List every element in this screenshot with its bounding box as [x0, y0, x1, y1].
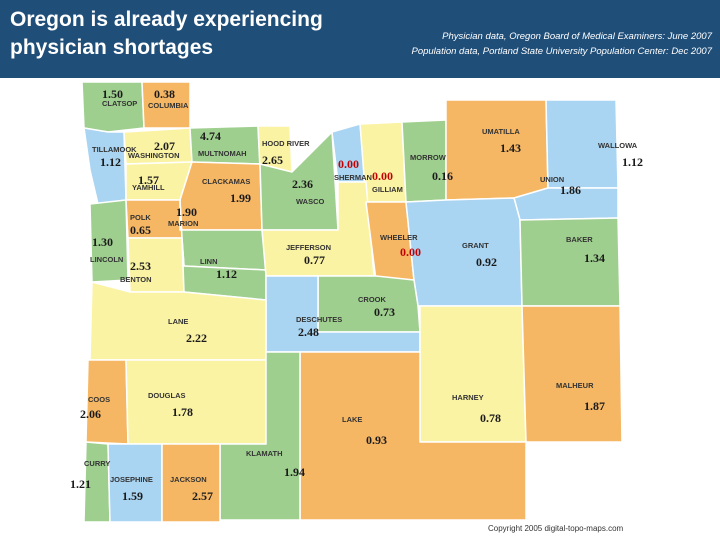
value-umatilla: 1.43 [500, 141, 521, 155]
value-deschutes: 2.48 [298, 325, 319, 339]
county-lincoln[interactable] [89, 199, 129, 283]
value-klamath: 1.94 [284, 465, 305, 479]
county-harney[interactable] [419, 305, 527, 443]
value-polk: 0.65 [130, 223, 151, 237]
label-linn: LINN [200, 257, 218, 266]
value-baker: 1.34 [584, 251, 605, 265]
label-deschutes: DESCHUTES [296, 315, 342, 324]
value-jackson: 2.57 [192, 489, 213, 503]
value-lincoln: 1.30 [92, 235, 113, 249]
value-gilliam: 0.00 [372, 169, 393, 183]
county-grant[interactable] [405, 197, 523, 307]
value-washington: 2.07 [154, 139, 175, 153]
county-baker[interactable] [519, 217, 621, 307]
label-klamath: KLAMATH [246, 449, 283, 458]
value-coos: 2.06 [80, 407, 101, 421]
label-yamhill: YAMHILL [132, 183, 165, 192]
label-gilliam: GILLIAM [372, 185, 403, 194]
source-line-physician: Physician data, Oregon Board of Medical … [442, 31, 712, 42]
label-hood-river: HOOD RIVER [262, 139, 310, 148]
label-columbia: COLUMBIA [148, 101, 189, 110]
value-crook: 0.73 [374, 305, 395, 319]
label-lake: LAKE [342, 415, 362, 424]
county-clatsop[interactable] [81, 81, 145, 133]
value-malheur: 1.87 [584, 399, 605, 413]
title-banner: Oregon is already experiencing physician… [0, 0, 720, 78]
label-coos: COOS [88, 395, 110, 404]
value-grant: 0.92 [476, 255, 497, 269]
label-harney: HARNEY [452, 393, 484, 402]
value-union: 1.86 [560, 183, 581, 197]
value-jefferson: 0.77 [304, 253, 325, 267]
label-marion: MARION [168, 219, 198, 228]
label-morrow: MORROW [410, 153, 447, 162]
label-grant: GRANT [462, 241, 489, 250]
label-crook: CROOK [358, 295, 387, 304]
label-umatilla: UMATILLA [482, 127, 520, 136]
value-wheeler: 0.00 [400, 245, 421, 259]
value-wasco: 2.36 [292, 177, 313, 191]
label-washington: WASHINGTON [128, 151, 180, 160]
value-lake: 0.93 [366, 433, 387, 447]
county-umatilla[interactable] [445, 99, 549, 201]
county-jackson[interactable] [161, 443, 221, 523]
value-wallowa: 1.12 [622, 155, 643, 169]
value-columbia: 0.38 [154, 87, 175, 101]
label-lane: LANE [168, 317, 188, 326]
source-line-population: Population data, Portland State Universi… [411, 46, 713, 57]
label-sherman: SHERMAN [334, 173, 372, 182]
label-tillamook: TILLAMOOK [92, 145, 137, 154]
value-sherman: 0.00 [338, 157, 359, 171]
value-hood-river: 2.65 [262, 153, 283, 167]
county-wasco[interactable] [259, 131, 339, 231]
label-wheeler: WHEELER [380, 233, 418, 242]
county-douglas[interactable] [125, 359, 267, 445]
value-clackamas: 1.99 [230, 191, 251, 205]
label-lincoln: LINCOLN [90, 255, 123, 264]
label-multnomah: MULTNOMAH [198, 149, 247, 158]
value-curry: 1.21 [70, 477, 91, 491]
value-multnomah: 4.74 [200, 129, 221, 143]
value-clatsop: 1.50 [102, 87, 123, 101]
value-tillamook: 1.12 [100, 155, 121, 169]
label-douglas: DOUGLAS [148, 391, 186, 400]
value-josephine: 1.59 [122, 489, 143, 503]
label-baker: BAKER [566, 235, 593, 244]
value-yamhill: 1.57 [138, 173, 159, 187]
value-morrow: 0.16 [432, 169, 453, 183]
label-curry: CURRY [84, 459, 110, 468]
label-josephine: JOSEPHINE [110, 475, 153, 484]
value-harney: 0.78 [480, 411, 501, 425]
value-lane: 2.22 [186, 331, 207, 345]
oregon-county-map: CLATSOP COLUMBIA TILLAMOOK WASHINGTON MU… [70, 81, 643, 523]
label-malheur: MALHEUR [556, 381, 594, 390]
label-jackson: JACKSON [170, 475, 207, 484]
county-malheur[interactable] [521, 305, 623, 443]
value-douglas: 1.78 [172, 405, 193, 419]
label-polk: POLK [130, 213, 151, 222]
label-wasco: WASCO [296, 197, 325, 206]
value-benton: 2.53 [130, 259, 151, 273]
value-marion: 1.90 [176, 205, 197, 219]
label-jefferson: JEFFERSON [286, 243, 331, 252]
source-note: Physician data, Oregon Board of Medical … [332, 29, 713, 59]
label-benton: BENTON [120, 275, 152, 284]
value-linn: 1.12 [216, 267, 237, 281]
label-union: UNION [540, 175, 564, 184]
label-clatsop: CLATSOP [102, 99, 137, 108]
label-clackamas: CLACKAMAS [202, 177, 250, 186]
page-title: Oregon is already experiencing physician… [10, 8, 323, 59]
label-wallowa: WALLOWA [598, 141, 638, 150]
map-copyright: Copyright 2005 digital-topo-maps.com [488, 524, 624, 533]
